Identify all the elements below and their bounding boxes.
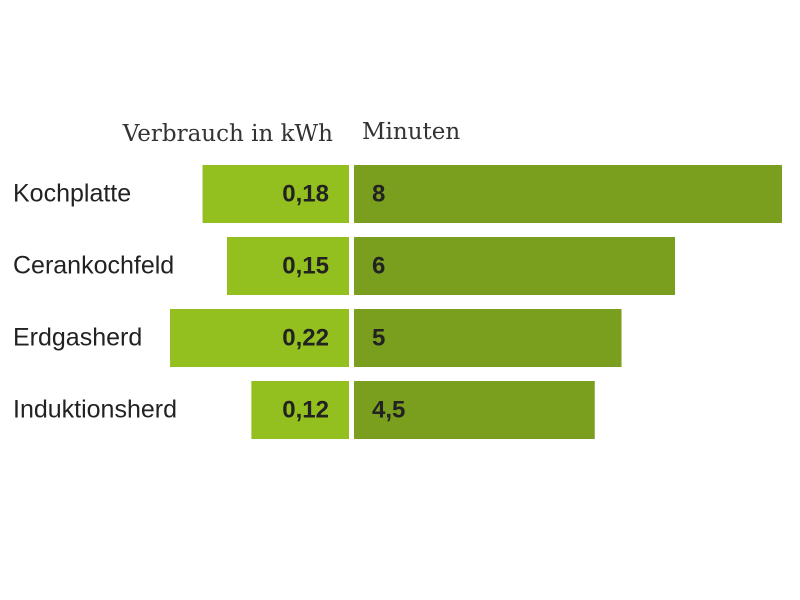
bar — [354, 237, 675, 295]
series-header: Verbrauch in kWh — [122, 121, 333, 147]
bar — [202, 165, 349, 223]
category-label: Erdgasherd — [13, 324, 142, 352]
bar — [354, 381, 595, 439]
value-label: 0,18 — [282, 180, 329, 207]
value-label: 0,22 — [282, 324, 329, 351]
value-label: 0,12 — [282, 396, 329, 423]
value-label: 0,15 — [282, 252, 329, 279]
bar — [226, 237, 349, 295]
bar — [251, 381, 349, 439]
category-label: Cerankochfeld — [13, 252, 174, 280]
value-label: 8 — [372, 180, 385, 207]
value-label: 4,5 — [372, 396, 405, 423]
bar — [170, 309, 349, 367]
category-label: Kochplatte — [13, 180, 131, 208]
category-label: Induktionsherd — [13, 396, 177, 424]
value-label: 5 — [372, 324, 385, 351]
value-label: 6 — [372, 252, 385, 279]
series-header: Minuten — [362, 119, 460, 145]
bar — [354, 165, 782, 223]
bar — [354, 309, 622, 367]
